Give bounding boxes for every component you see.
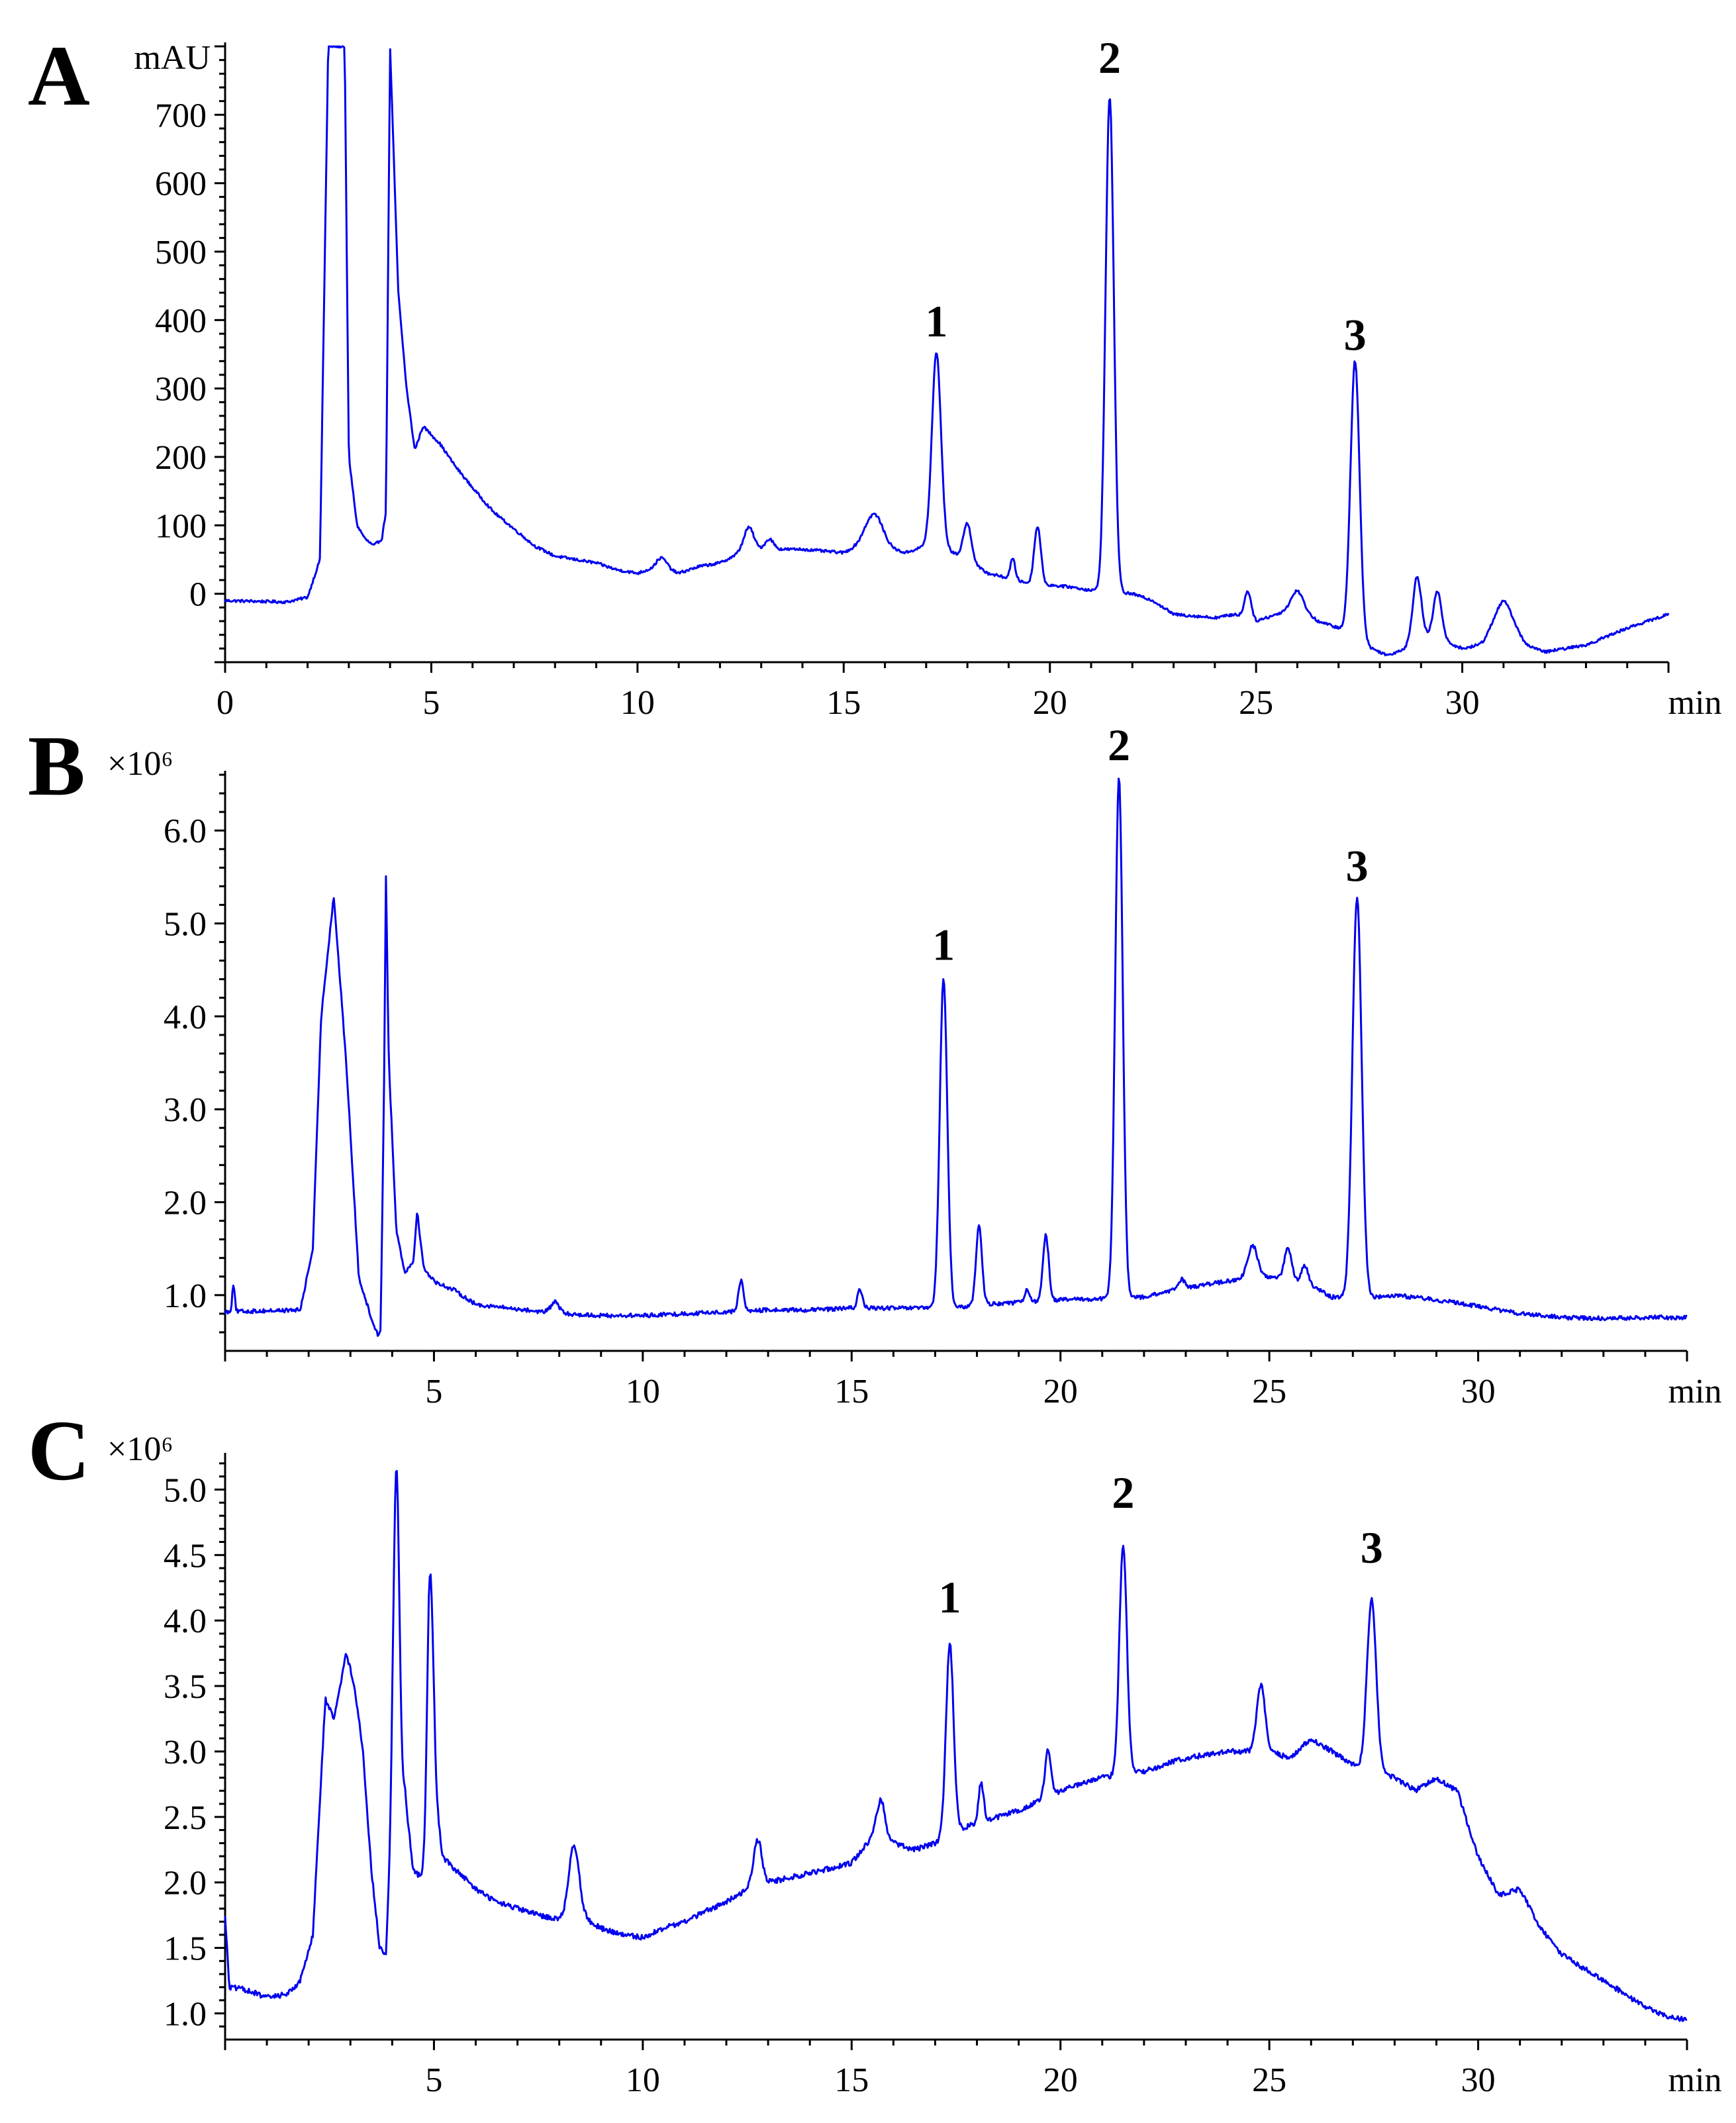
panel-b-peak-label-3: 3	[1346, 840, 1369, 891]
panel-a-y-tick-label: 600	[155, 166, 207, 203]
panel-c-chromatogram-trace	[224, 1469, 1688, 2022]
panel-b-y-tick-label: 6.0	[164, 813, 207, 850]
panel-a-y-unit-label: mAU	[134, 39, 211, 77]
panel-c-y-tick-label: 1.5	[164, 1930, 207, 1968]
panel-c: C ×10⁶ min 5 10 15 20 25 30 1.0 1.5 2.0 2.5 3.0 3.5…	[28, 1403, 1721, 2099]
panel-a-y-tick-label: 700	[155, 97, 207, 134]
panel-b-y-tick-label: 5.0	[164, 906, 207, 944]
panel-b-x-tick-label: 15	[834, 1373, 869, 1410]
panel-c-x-tick-label: 30	[1461, 2061, 1496, 2099]
panel-a-x-tick-label: 5	[422, 684, 440, 722]
panel-b-y-tick-label: 4.0	[164, 999, 207, 1036]
panel-b-letter: B	[28, 718, 85, 814]
panel-a-x-tick-label: 30	[1445, 684, 1480, 722]
panel-c-y-unit-label: ×10⁶	[107, 1430, 173, 1468]
panel-c-peak-label-3: 3	[1361, 1522, 1383, 1573]
panel-a-peak-label-1: 1	[925, 296, 947, 346]
panel-c-y-tick-label: 5.0	[164, 1471, 207, 1509]
panel-a-y-tick-label: 500	[155, 234, 207, 272]
panel-a-x-unit-label: min	[1668, 684, 1722, 722]
panel-c-x-tick-label: 25	[1252, 2061, 1286, 2099]
panel-c-letter: C	[28, 1403, 90, 1499]
panel-b-chromatogram-trace	[224, 777, 1688, 1337]
panel-b-x-unit-label: min	[1668, 1373, 1722, 1410]
panel-b-y-tick-label: 3.0	[164, 1091, 207, 1129]
panel-b: B ×10⁶ min 5 10 15 20 25 30 1.0 2.0 3.0 4.0 5.0 6.0…	[28, 718, 1721, 1410]
panel-a-x-tick-label: 20	[1033, 684, 1067, 722]
panel-b-x-tick-label: 5	[425, 1373, 442, 1410]
panel-c-y-tick-label: 4.5	[164, 1537, 207, 1575]
panel-c-x-unit-label: min	[1668, 2061, 1722, 2099]
panel-b-x-tick-label: 30	[1461, 1373, 1496, 1410]
panel-a-x-tick-label: 10	[620, 684, 655, 722]
panel-a-peak-label-2: 2	[1098, 32, 1121, 83]
panel-b-y-tick-label: 2.0	[164, 1184, 207, 1222]
panel-c-x-tick-label: 15	[834, 2061, 869, 2099]
panel-c-y-tick-label: 3.5	[164, 1668, 207, 1706]
panel-b-y-unit-label: ×10⁶	[107, 745, 173, 783]
panel-c-y-tick-label: 2.5	[164, 1799, 207, 1837]
panel-a-x-tick-label: 25	[1239, 684, 1273, 722]
panel-c-y-tick-label: 1.0	[164, 1995, 207, 2033]
panel-b-x-tick-label: 20	[1043, 1373, 1078, 1410]
panel-a: A mAU min 0 5 10 15 20 25 30010020030040050060…	[28, 28, 1721, 722]
panel-b-y-tick-label: 1.0	[164, 1277, 207, 1315]
panel-c-x-tick-label: 10	[626, 2061, 660, 2099]
panel-b-peak-label-2: 2	[1108, 720, 1130, 770]
panel-b-x-tick-label: 25	[1252, 1373, 1286, 1410]
panel-a-y-tick-label: 400	[155, 302, 207, 340]
panel-b-peak-label-1: 1	[932, 920, 955, 970]
panel-a-x-tick-label: 15	[826, 684, 861, 722]
panel-a-letter: A	[28, 28, 90, 124]
panel-a-y-tick-label: 200	[155, 439, 207, 477]
panel-c-x-tick-label: 5	[425, 2061, 442, 2099]
panel-c-y-tick-label: 4.0	[164, 1603, 207, 1640]
panel-c-y-tick-label: 3.0	[164, 1734, 207, 1771]
panel-c-peak-label-2: 2	[1112, 1467, 1134, 1518]
panel-a-y-tick-label: 0	[189, 576, 207, 614]
panel-a-y-tick-label: 100	[155, 507, 207, 545]
panel-c-x-tick-label: 20	[1043, 2061, 1078, 2099]
panel-a-x-tick-label: 0	[217, 684, 234, 722]
panel-b-x-tick-label: 10	[626, 1373, 660, 1410]
panel-a-y-tick-label: 300	[155, 371, 207, 409]
panel-a-chromatogram-trace	[224, 45, 1670, 657]
panel-a-peak-label-3: 3	[1344, 310, 1367, 360]
panel-c-peak-label-1: 1	[939, 1572, 961, 1622]
panel-c-y-tick-label: 2.0	[164, 1865, 207, 1902]
